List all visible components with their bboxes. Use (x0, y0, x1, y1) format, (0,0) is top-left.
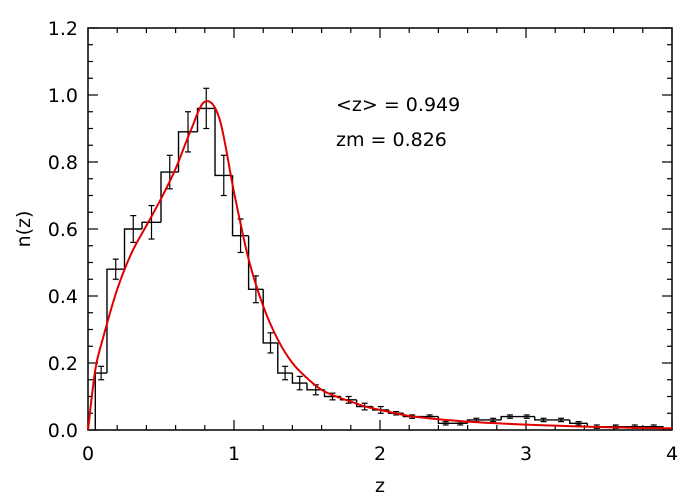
y-axis-label: n(z) (13, 211, 35, 248)
histogram-bin (569, 419, 588, 424)
y-tick-label: 0.8 (48, 152, 78, 174)
plot-frame (87, 27, 673, 431)
mean-z-annotation: <z> = 0.949 (336, 94, 460, 116)
y-tick-label: 1.0 (48, 85, 78, 107)
histogram-bin (196, 107, 216, 132)
y-tick-label: 0.6 (48, 219, 78, 241)
y-axis-tick-labels: 0.0 0.2 0.4 0.6 0.8 1.0 1.2 (48, 18, 78, 442)
y-tick-label: 0.4 (48, 286, 78, 308)
median-z-annotation: zm = 0.826 (336, 129, 447, 151)
histogram-bin (160, 171, 179, 223)
histogram-bin (500, 415, 519, 420)
x-tick-label: 4 (666, 443, 678, 465)
x-axis-ticks (87, 28, 673, 430)
histogram-bin (291, 373, 307, 384)
histogram-bin (94, 372, 107, 430)
histogram-bin (141, 221, 161, 229)
x-tick-label: 0 (82, 443, 94, 465)
fit-curve (87, 100, 673, 431)
y-tick-label: 0.2 (48, 353, 78, 375)
histogram-bin (106, 268, 125, 374)
x-tick-label: 3 (520, 443, 532, 465)
histogram-bin (123, 228, 143, 270)
histogram-bin (534, 416, 553, 421)
x-tick-label: 2 (374, 443, 386, 465)
x-axis-label: z (375, 475, 385, 497)
y-axis-ticks (88, 27, 672, 431)
histogram-bin (306, 383, 325, 391)
y-tick-label: 1.2 (48, 18, 78, 40)
histogram-bin (277, 342, 293, 374)
y-tick-label: 0.0 (48, 420, 78, 442)
x-tick-label: 1 (228, 443, 240, 465)
x-axis-tick-labels: 0 1 2 3 4 (82, 443, 678, 465)
histogram-bin (214, 108, 233, 177)
